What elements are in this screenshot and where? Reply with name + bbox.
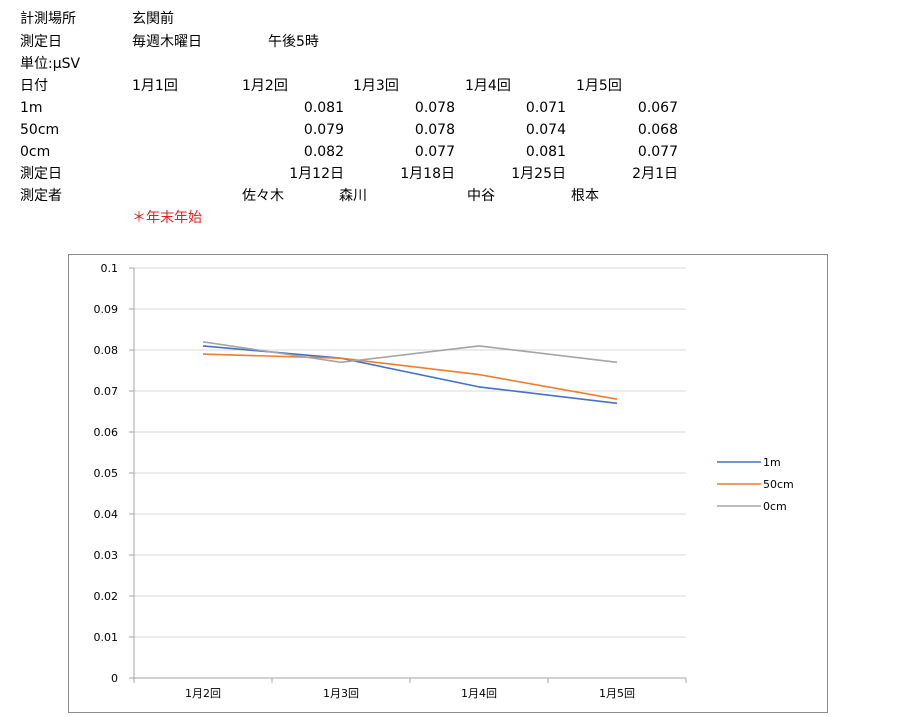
y-tick-label: 0.09 xyxy=(94,303,119,316)
x-tick-label: 1月2回 xyxy=(185,687,221,700)
y-tick-label: 0 xyxy=(111,672,118,685)
data-cell: 0.079 xyxy=(303,122,344,138)
data-cell: 0.077 xyxy=(637,144,678,160)
data-cell: 0.078 xyxy=(414,100,455,116)
y-tick-label: 0.08 xyxy=(94,344,119,357)
data-cell: 0.068 xyxy=(637,122,678,138)
location-value: 玄関前 xyxy=(132,11,174,27)
column-header: 1月5回 xyxy=(576,78,622,94)
legend-label: 0cm xyxy=(763,500,787,513)
x-tick-label: 1月4回 xyxy=(461,687,497,700)
location-label: 計測場所 xyxy=(20,11,76,27)
column-header: 1月3回 xyxy=(353,78,399,94)
x-tick-label: 1月5回 xyxy=(599,687,635,700)
date-label: 測定日 xyxy=(20,34,62,50)
measurer-cell: 森川 xyxy=(339,188,367,204)
measurer-label: 測定者 xyxy=(20,188,62,204)
chart-svg: 0 0.01 0.02 0.03 0.04 0.05 0.06 0.07 0.08 0.09 0.1… xyxy=(94,262,794,700)
measure-date-cell: 2月1日 xyxy=(632,166,678,182)
y-tick-label: 0.02 xyxy=(94,590,119,603)
column-header: 1月1回 xyxy=(132,78,178,94)
data-cell: 0.071 xyxy=(525,100,566,116)
data-cell: 0.082 xyxy=(303,144,344,160)
y-tick-label: 0.07 xyxy=(94,385,119,398)
line-chart[interactable]: 0 0.01 0.02 0.03 0.04 0.05 0.06 0.07 0.08 0.09 0.1… xyxy=(68,254,828,713)
measurer-cell: 根本 xyxy=(571,188,599,204)
note-text: ＊年末年始 xyxy=(132,210,202,226)
y-tick-label: 0.01 xyxy=(94,631,119,644)
date-value-time: 午後5時 xyxy=(268,34,319,50)
data-cell: 0.081 xyxy=(303,100,344,116)
measure-date-cell: 1月25日 xyxy=(511,166,566,182)
y-tick-label: 0.1 xyxy=(101,262,119,275)
unit-label: 単位:μSV xyxy=(20,56,81,72)
measure-date-label: 測定日 xyxy=(20,166,62,182)
y-tick-label: 0.06 xyxy=(94,426,119,439)
data-cell: 0.081 xyxy=(525,144,566,160)
measure-date-cell: 1月12日 xyxy=(289,166,344,182)
measure-date-cell: 1月18日 xyxy=(400,166,455,182)
y-tick-label: 0.04 xyxy=(94,508,119,521)
date-value-weekday: 毎週木曜日 xyxy=(132,34,202,50)
data-cell: 0.077 xyxy=(414,144,455,160)
row-label: 0cm xyxy=(20,144,51,160)
series-line-50cm xyxy=(202,353,618,400)
data-cell: 0.067 xyxy=(637,100,678,116)
x-tick-label: 1月3回 xyxy=(323,687,359,700)
legend-label: 1m xyxy=(763,456,781,469)
column-header: 1月4回 xyxy=(465,78,511,94)
column-header: 1月2回 xyxy=(242,78,288,94)
data-cell: 0.078 xyxy=(414,122,455,138)
y-tick-label: 0.03 xyxy=(94,549,119,562)
header-label: 日付 xyxy=(20,78,48,94)
measurer-cell: 佐々木 xyxy=(242,188,284,204)
data-cell: 0.074 xyxy=(525,122,566,138)
legend-label: 50cm xyxy=(763,478,794,491)
measurer-cell: 中谷 xyxy=(467,188,495,204)
row-label: 50cm xyxy=(20,122,60,138)
series-line-0cm xyxy=(202,341,618,364)
y-tick-label: 0.05 xyxy=(94,467,119,480)
row-label: 1m xyxy=(20,100,43,116)
